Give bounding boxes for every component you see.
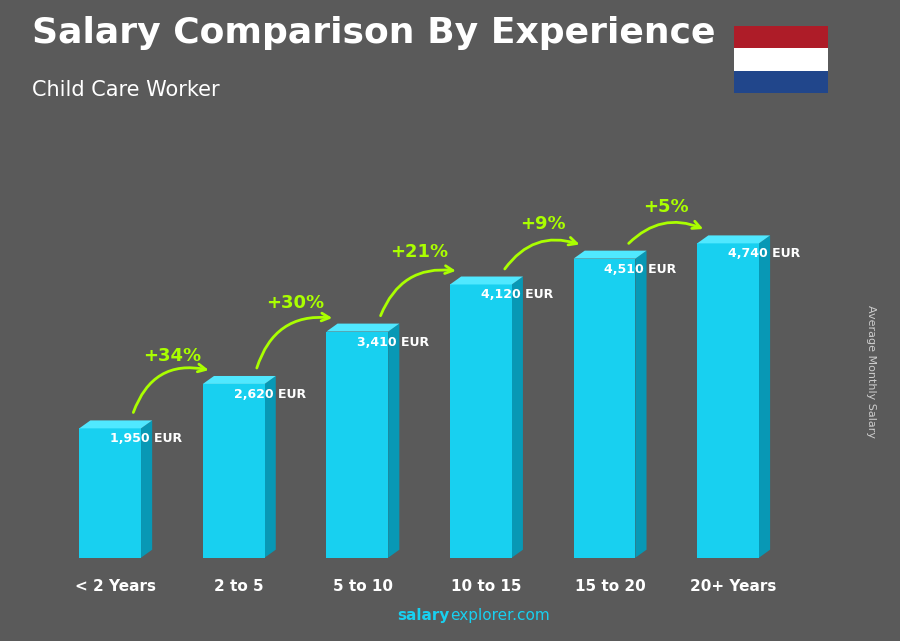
Polygon shape: [573, 251, 646, 258]
Text: Average Monthly Salary: Average Monthly Salary: [866, 305, 877, 438]
Text: 10 to 15: 10 to 15: [451, 579, 522, 594]
Polygon shape: [512, 276, 523, 558]
Bar: [698, 244, 759, 558]
Bar: [202, 384, 265, 558]
Text: +9%: +9%: [520, 215, 565, 233]
Text: 15 to 20: 15 to 20: [575, 579, 645, 594]
Text: Child Care Worker: Child Care Worker: [32, 80, 219, 100]
Bar: [734, 71, 828, 93]
Polygon shape: [635, 251, 646, 558]
Polygon shape: [388, 324, 400, 558]
Text: 20+ Years: 20+ Years: [690, 579, 777, 594]
Text: explorer.com: explorer.com: [450, 608, 550, 623]
Bar: [573, 258, 635, 558]
Bar: [79, 428, 141, 558]
Polygon shape: [79, 420, 152, 428]
Polygon shape: [698, 235, 770, 244]
Text: 5 to 10: 5 to 10: [333, 579, 393, 594]
Text: < 2 Years: < 2 Years: [76, 579, 157, 594]
Text: +34%: +34%: [143, 347, 201, 365]
Text: Salary Comparison By Experience: Salary Comparison By Experience: [32, 16, 715, 50]
Text: 4,120 EUR: 4,120 EUR: [481, 288, 554, 301]
Bar: [450, 285, 512, 558]
Polygon shape: [141, 420, 152, 558]
Polygon shape: [202, 376, 275, 384]
Text: 4,740 EUR: 4,740 EUR: [728, 247, 800, 260]
Text: 3,410 EUR: 3,410 EUR: [357, 335, 429, 349]
Polygon shape: [265, 376, 275, 558]
Text: +30%: +30%: [266, 294, 325, 312]
Text: salary: salary: [398, 608, 450, 623]
Bar: [734, 26, 828, 48]
Text: +21%: +21%: [390, 242, 448, 261]
Text: 2 to 5: 2 to 5: [214, 579, 264, 594]
Bar: [327, 331, 388, 558]
Text: +5%: +5%: [644, 198, 689, 216]
Text: 4,510 EUR: 4,510 EUR: [605, 263, 677, 276]
Polygon shape: [759, 235, 770, 558]
Text: 1,950 EUR: 1,950 EUR: [110, 432, 183, 445]
Bar: [734, 48, 828, 71]
Text: 2,620 EUR: 2,620 EUR: [234, 388, 306, 401]
Polygon shape: [327, 324, 400, 331]
Polygon shape: [450, 276, 523, 285]
